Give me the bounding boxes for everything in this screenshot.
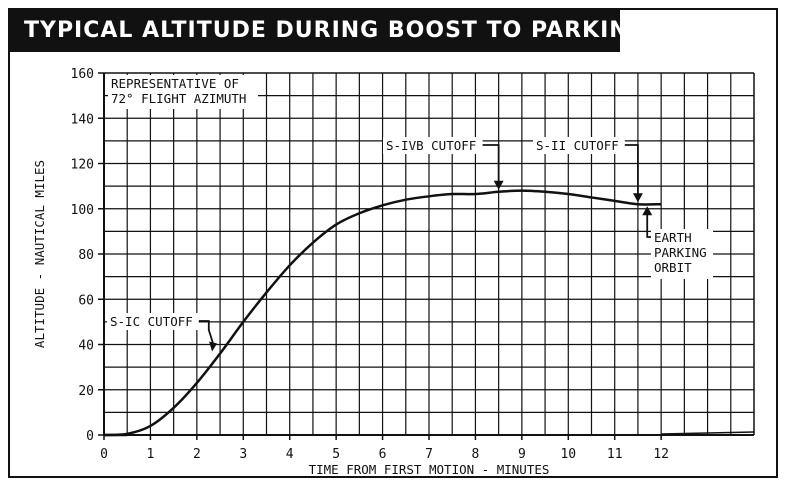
annotation-sic-cutoff: S-IC CUTOFF [110, 314, 193, 329]
y-tick-label: 120 [71, 158, 94, 173]
annotation-sivb-cutoff-background [383, 137, 483, 154]
chart-title: TYPICAL ALTITUDE DURING BOOST TO PARKING… [24, 18, 737, 43]
annotation-sic-leader [198, 320, 214, 344]
x-tick-label: 9 [518, 447, 526, 462]
annotation-sii-leader [624, 144, 639, 197]
annotation-sivb-arrow [493, 180, 504, 190]
note-text: 72° FLIGHT AZIMUTH [111, 91, 246, 106]
x-tick-label: 1 [147, 447, 155, 462]
annotation-sii-cutoff-background [533, 137, 625, 154]
outer-frame [8, 8, 778, 478]
annotation-sii-cutoff: S-II CUTOFF [536, 138, 619, 153]
annotation-parking-leader [646, 212, 651, 238]
x-tick-label: 11 [607, 447, 623, 462]
x-tick-label: 2 [193, 447, 201, 462]
y-tick-label: 100 [71, 203, 94, 218]
x-tick-label: 3 [239, 447, 247, 462]
y-tick-label: 20 [78, 384, 94, 399]
x-tick-label: 5 [332, 447, 340, 462]
annotation-parking-arrow [642, 206, 653, 216]
x-tick-label: 12 [653, 447, 669, 462]
annotation-sivb-leader [482, 144, 500, 184]
x-tick-label: 0 [100, 447, 108, 462]
y-tick-label: 40 [78, 339, 94, 354]
annotation-sic-arrow [209, 341, 218, 352]
y-tick-label: 160 [71, 67, 94, 82]
annotation-parking-orbit: EARTH [654, 230, 692, 245]
y-tick-label: 80 [78, 248, 94, 263]
y-axis-label: ALTITUDE - NAUTICAL MILES [32, 160, 47, 348]
x-tick-label: 4 [286, 447, 294, 462]
annotation-parking-orbit: PARKING [654, 245, 707, 260]
x-tick-label: 10 [560, 447, 576, 462]
annotation-parking-orbit: ORBIT [654, 260, 692, 275]
altitude-line [103, 189, 662, 437]
y-tick-label: 140 [71, 112, 94, 127]
title-banner: TYPICAL ALTITUDE DURING BOOST TO PARKING… [8, 8, 736, 52]
series [103, 189, 755, 437]
note-text: REPRESENTATIVE OF [111, 76, 239, 91]
axis-labels: TIME FROM FIRST MOTION - MINUTES ALTITUDE… [32, 160, 549, 477]
annotation-parking-background [651, 229, 713, 279]
x-tick-label: 8 [472, 447, 480, 462]
x-tick-label: 7 [425, 447, 433, 462]
x-axis-label: TIME FROM FIRST MOTION - MINUTES [309, 462, 550, 477]
axis-trace-line [661, 431, 755, 435]
y-tick-label: 0 [86, 429, 94, 444]
y-tick-label: 60 [78, 293, 94, 308]
note-background [108, 75, 258, 109]
annotation-sic-cutoff-background [107, 313, 199, 330]
x-tick-label: 6 [379, 447, 387, 462]
annotation-sivb-cutoff: S-IVB CUTOFF [386, 138, 476, 153]
annotation-sii-arrow [632, 193, 643, 203]
